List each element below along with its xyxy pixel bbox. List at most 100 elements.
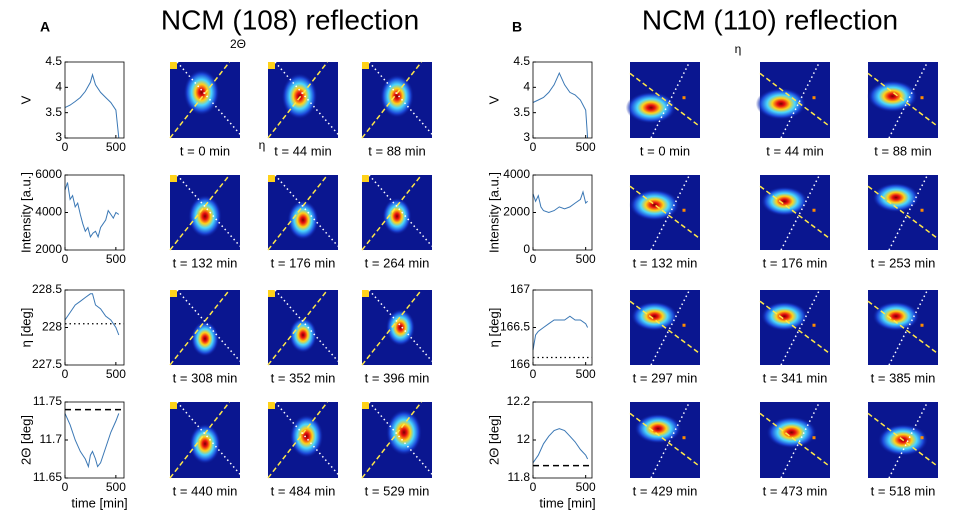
dashed-guide — [759, 185, 831, 240]
y-tick-label: 2000 — [503, 205, 530, 219]
marker-pixel — [920, 323, 924, 327]
y-tick-label: 228.5 — [32, 282, 62, 296]
corner-pixel — [362, 175, 369, 182]
heatmap — [361, 61, 433, 139]
heatmap — [867, 61, 939, 139]
heatmap — [759, 401, 831, 479]
heatmap — [755, 61, 831, 139]
y-tick-label: 166 — [510, 357, 530, 371]
marker-pixel — [682, 96, 686, 100]
x-axis-label: time [min] — [539, 495, 595, 510]
frame-label: t = 132 min — [173, 255, 238, 270]
frame-label: t = 0 min — [640, 143, 690, 158]
y-tick-label: 11.75 — [33, 394, 62, 408]
y-axis-label: Intensity [a.u.] — [486, 172, 501, 253]
y-tick-label: 3 — [55, 130, 62, 144]
x-tick-label: 500 — [106, 252, 126, 266]
panel-letter: A — [40, 19, 50, 35]
panel-letter: B — [512, 19, 522, 35]
heatmap-blob — [189, 423, 221, 465]
heatmap — [625, 61, 701, 139]
frame-label: t = 176 min — [271, 255, 336, 270]
dotted-guide — [650, 174, 691, 251]
x-tick-label: 500 — [106, 140, 126, 154]
dotted-guide — [780, 174, 821, 251]
y-tick-label: 4000 — [35, 205, 62, 219]
corner-pixel — [170, 62, 177, 69]
axes-box — [64, 401, 125, 479]
heatmap-blob — [630, 301, 679, 331]
frame-label: t = 440 min — [173, 483, 238, 498]
x-tick-label: 0 — [530, 252, 537, 266]
dotted-guide — [888, 61, 929, 139]
heatmap-blob — [867, 80, 918, 113]
y-tick-label: 166.5 — [500, 320, 530, 334]
frame-label: t = 88 min — [874, 143, 931, 158]
frame-label: t = 484 min — [271, 483, 336, 498]
frame-label: t = 518 min — [871, 483, 936, 498]
frame-label: t = 253 min — [871, 255, 936, 270]
x-axis-label: time [min] — [71, 495, 127, 510]
corner-pixel — [268, 402, 275, 409]
heatmap — [361, 174, 433, 251]
y-tick-label: 4 — [523, 80, 530, 94]
panel-title: NCM (110) reflection — [642, 4, 898, 35]
y-tick-label: 4 — [55, 80, 62, 94]
dashed-guide — [629, 72, 701, 128]
x-tick-label: 0 — [62, 252, 69, 266]
x-tick-label: 500 — [106, 480, 126, 494]
dashed-guide — [169, 61, 231, 139]
axes-box — [64, 61, 125, 139]
dashed-guide — [169, 401, 231, 479]
frame-label: t = 176 min — [763, 255, 828, 270]
dotted-guide — [780, 401, 821, 479]
y-tick-label: 11.65 — [33, 470, 62, 484]
dashed-guide — [267, 401, 329, 479]
heatmap — [867, 401, 939, 479]
heatmap-blob — [188, 194, 222, 238]
x-tick-label: 500 — [106, 367, 126, 381]
dotted-guide — [780, 289, 821, 366]
marker-pixel — [812, 208, 816, 212]
frame-label: t = 264 min — [365, 255, 430, 270]
corner-pixel — [268, 62, 275, 69]
dashed-guide — [361, 401, 423, 479]
heatmap — [759, 174, 831, 251]
dotted-guide — [650, 289, 691, 366]
frame-label: t = 0 min — [180, 143, 230, 158]
frame-label: t = 308 min — [173, 370, 238, 385]
data-line — [64, 182, 120, 239]
x-tick-label: 500 — [576, 367, 596, 381]
corner-pixel — [268, 290, 275, 297]
frame-label: t = 341 min — [763, 370, 828, 385]
corner-pixel — [362, 402, 369, 409]
y-tick-label: 228 — [42, 320, 62, 334]
y-tick-label: 4.5 — [45, 54, 62, 68]
heatmap-blob — [755, 87, 807, 120]
y-tick-label: 227.5 — [32, 357, 62, 371]
dotted-guide — [780, 61, 821, 139]
heatmap — [169, 289, 241, 366]
y-tick-label: 4.5 — [513, 54, 530, 68]
dotted-guide — [650, 61, 691, 139]
data-line — [64, 413, 120, 469]
heatmap-blob — [634, 413, 682, 444]
x-tick-label: 0 — [530, 367, 537, 381]
heatmap-blob — [289, 317, 317, 353]
heatmap-blob — [760, 301, 809, 331]
y-tick-label: 12 — [517, 432, 531, 446]
heatmap-blob — [191, 320, 219, 357]
heatmap — [267, 61, 339, 139]
marker-pixel — [682, 208, 686, 212]
heatmap-blob — [382, 197, 412, 235]
dashed-guide — [759, 412, 831, 468]
panel-title: NCM (108) reflection — [161, 4, 419, 35]
y-tick-label: 12.2 — [507, 394, 531, 408]
heatmap — [629, 401, 701, 479]
y-tick-label: 0 — [523, 242, 530, 256]
marker-pixel — [682, 323, 686, 327]
x-tick-label: 500 — [576, 480, 596, 494]
y-tick-label: 11.8 — [508, 470, 531, 484]
y-axis-label: η [deg] — [18, 308, 33, 348]
